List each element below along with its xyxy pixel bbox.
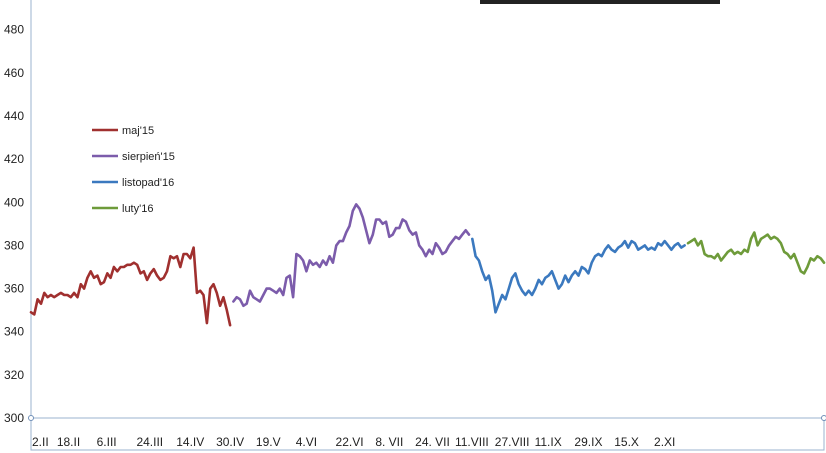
x-tick-label: 18.II	[57, 435, 80, 449]
title-fragment	[480, 0, 720, 4]
legend-label-4: luty'16	[122, 203, 153, 215]
series-line-3	[470, 237, 686, 314]
y-tick-label: 420	[4, 152, 24, 166]
y-tick-label: 460	[4, 66, 24, 80]
y-tick-label: 380	[4, 238, 24, 252]
legend-label-3: listopad'16	[122, 177, 174, 189]
y-tick-label: 300	[4, 411, 24, 425]
x-tick-label: 8. VII	[375, 435, 403, 449]
axis-handle-left[interactable]	[28, 415, 34, 421]
x-tick-label: 2.II	[32, 435, 49, 449]
legend-label-2: sierpień'15	[122, 151, 175, 163]
axis-handle-right[interactable]	[821, 415, 826, 421]
x-tick-label: 11.VIII	[455, 435, 489, 449]
x-tick-label: 6.III	[97, 435, 117, 449]
x-tick-label: 2.XI	[654, 435, 675, 449]
legend-label-1: maj'15	[122, 125, 154, 137]
x-tick-label: 19.V	[256, 435, 281, 449]
x-tick-label: 24.III	[136, 435, 163, 449]
series-line-1	[29, 246, 232, 327]
x-tick-label: 22.VI	[336, 435, 364, 449]
y-tick-label: 340	[4, 325, 24, 339]
x-axis-label-box	[30, 417, 825, 451]
series-line-4	[686, 231, 826, 275]
x-tick-labels: 2.II 18.II 6.III 24.III 14.IV 30.IV 19.V 4.VI 22…	[32, 435, 675, 449]
x-tick-label: 4.VI	[296, 435, 317, 449]
x-tick-label: 30.IV	[216, 435, 244, 449]
series-lines	[29, 203, 826, 327]
y-tick-label: 440	[4, 109, 24, 123]
y-tick-label: 480	[4, 23, 24, 37]
x-tick-label: 29.IX	[574, 435, 602, 449]
series-line-2	[232, 203, 471, 308]
x-tick-label: 24. VII	[415, 435, 450, 449]
y-tick-label: 400	[4, 195, 24, 209]
y-tick-label: 320	[4, 368, 24, 382]
x-tick-label: 15.X	[614, 435, 639, 449]
x-tick-label: 11.IX	[535, 435, 562, 449]
x-tick-label: 27.VIII	[495, 435, 530, 449]
legend: maj'15 sierpień'15 listopad'16 luty'16	[92, 125, 175, 215]
y-tick-label: 360	[4, 282, 24, 296]
x-tick-label: 14.IV	[176, 435, 204, 449]
y-tick-labels: 300 320 340 360 380 400 420 440 460 480	[4, 23, 24, 425]
